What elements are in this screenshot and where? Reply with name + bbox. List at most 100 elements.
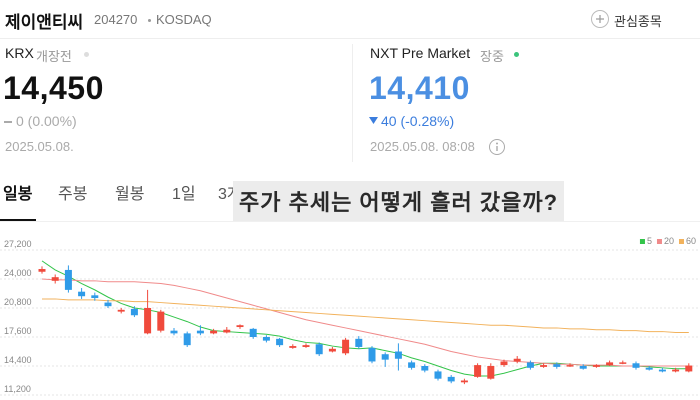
stock-code: 204270: [94, 12, 138, 27]
candle-body: [289, 346, 297, 348]
stock-name: 제이앤티씨: [5, 13, 84, 32]
candle-body: [117, 309, 125, 312]
candle-body: [183, 333, 191, 346]
y-tick-label: 27,200: [4, 239, 32, 249]
candle-body: [619, 362, 627, 364]
candle-body: [447, 376, 455, 382]
candle-body: [460, 380, 468, 383]
tab[interactable]: 주봉: [58, 186, 88, 203]
candle-body: [104, 302, 112, 307]
candle-body: [302, 345, 310, 347]
info-icon[interactable]: [488, 138, 506, 156]
candle-body: [540, 365, 548, 367]
candle-body: [249, 328, 257, 337]
candle-body: [91, 295, 99, 299]
ma-line: [41, 260, 689, 377]
overlay-question: 주가 추세는 어떻게 흘러 갔을까?: [233, 181, 565, 221]
nxt-date: 2025.05.08. 08:08: [370, 139, 475, 154]
y-tick-label: 17,600: [4, 326, 32, 336]
krx-status: 개장전: [36, 49, 72, 64]
candle-body: [51, 277, 59, 281]
legend-label: 60: [686, 236, 696, 246]
candle-body: [500, 361, 508, 366]
active-tab-underline: [0, 219, 36, 221]
candle-body: [196, 330, 204, 334]
krx-change: 0 (0.00%): [16, 113, 77, 129]
ma-line: [42, 298, 689, 333]
candle-body: [487, 366, 495, 379]
watch-button[interactable]: 관심종목: [614, 14, 662, 29]
candle-body: [236, 325, 244, 328]
candle-body: [78, 291, 86, 297]
candle-body: [672, 369, 680, 372]
y-tick-label: 14,400: [4, 355, 32, 365]
candle-body: [632, 363, 640, 368]
candle-body: [130, 308, 138, 316]
candle-body: [553, 364, 561, 367]
candle-body: [592, 365, 600, 367]
candle-body: [566, 365, 574, 367]
watch-icon[interactable]: [591, 10, 609, 28]
status-dot: [514, 52, 519, 57]
candle-body: [328, 348, 336, 352]
candle-body: [645, 367, 653, 370]
candle-body: [658, 369, 666, 372]
candle-body: [38, 269, 46, 272]
candle-body: [64, 269, 72, 290]
flat-icon: [4, 121, 12, 123]
tab[interactable]: 월봉: [115, 186, 145, 203]
candle-body: [262, 337, 270, 341]
candle-body: [434, 371, 442, 379]
candle-body: [606, 362, 614, 366]
candle-body: [408, 362, 416, 368]
krx-date: 2025.05.08.: [5, 139, 74, 154]
tab[interactable]: 1일: [172, 186, 196, 203]
separator-dot: [148, 19, 151, 22]
candle-body: [526, 362, 534, 368]
nxt-status: 장중: [480, 49, 504, 64]
plus-icon: [596, 15, 604, 23]
candle-body: [210, 330, 218, 334]
candle-body: [474, 365, 482, 377]
candle-body: [144, 308, 152, 334]
divider: [0, 38, 700, 39]
krx-label: KRX: [5, 45, 34, 61]
ma-line: [41, 278, 689, 367]
candle-body: [223, 329, 231, 333]
legend-label: 5: [647, 236, 652, 246]
candle-body: [513, 358, 521, 362]
y-tick-label: 11,200: [4, 384, 31, 394]
legend-label: 20: [664, 236, 674, 246]
candle-body: [368, 347, 376, 362]
divider: [352, 44, 353, 162]
candle-body: [421, 366, 429, 371]
candle-body: [170, 330, 178, 334]
down-icon: [369, 117, 378, 124]
candle-body: [685, 365, 693, 372]
y-tick-label: 24,000: [4, 268, 32, 278]
nxt-change: 40 (-0.28%): [381, 113, 455, 129]
legend-swatch: [678, 239, 684, 244]
candle-body: [381, 354, 389, 360]
status-dot: [84, 52, 89, 57]
nxt-price: 14,410: [369, 70, 470, 106]
y-tick-label: 20,800: [4, 297, 32, 307]
legend-swatch: [639, 239, 645, 244]
tab[interactable]: 일봉: [3, 186, 33, 203]
candle-body: [276, 338, 284, 346]
candle-body: [394, 351, 402, 359]
candle-body: [157, 311, 165, 331]
candle-body: [342, 339, 350, 354]
candle-body: [315, 344, 323, 355]
market: KOSDAQ: [156, 12, 212, 27]
nxt-label: NXT Pre Market: [370, 45, 471, 61]
krx-price: 14,450: [3, 70, 104, 106]
candle-body: [355, 338, 363, 347]
legend-swatch: [656, 239, 662, 244]
candle-body: [579, 366, 587, 369]
divider: [0, 221, 700, 222]
